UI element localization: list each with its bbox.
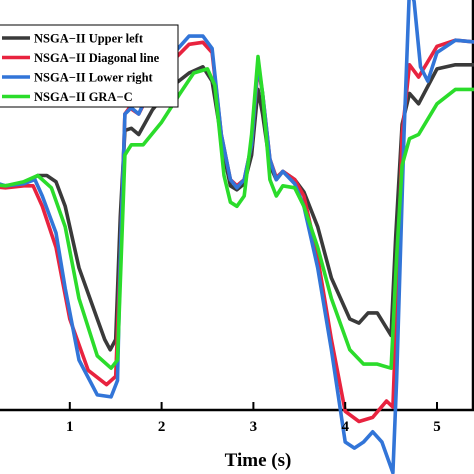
legend-label-2: NSGA−II Diagonal line [34,51,160,65]
legend-label-4: NSGA−II GRA−C [34,90,133,104]
series-line-1 [0,63,474,352]
plot-frame [0,0,474,412]
x-tick-label-2: 2 [158,419,166,435]
legend: NSGA−II Upper left NSGA−II Diagonal line N… [0,24,179,108]
legend-label-3: NSGA−II Lower right [34,71,154,85]
series-line-4 [0,54,474,370]
legend-label-1: NSGA−II Upper left [34,32,144,46]
x-tick-label-1: 1 [66,419,74,435]
x-tick-label-3: 3 [250,419,258,435]
x-tick-label-5: 5 [433,419,441,435]
x-axis: 1 2 3 4 5 [66,402,441,435]
x-axis-title: Time (s) [225,450,292,471]
x-tick-label-4: 4 [341,419,349,435]
